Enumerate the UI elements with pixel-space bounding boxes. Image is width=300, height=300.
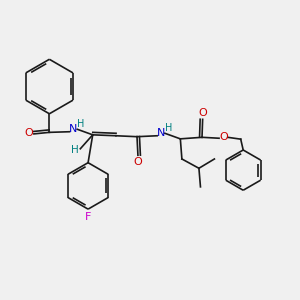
Text: F: F xyxy=(85,212,91,222)
Text: N: N xyxy=(157,128,165,138)
Text: O: O xyxy=(134,157,142,167)
Text: N: N xyxy=(69,124,78,134)
Text: H: H xyxy=(165,123,172,133)
Text: O: O xyxy=(24,128,33,138)
Text: H: H xyxy=(77,119,85,129)
Text: O: O xyxy=(219,132,228,142)
Text: O: O xyxy=(198,107,207,118)
Text: H: H xyxy=(71,145,79,155)
